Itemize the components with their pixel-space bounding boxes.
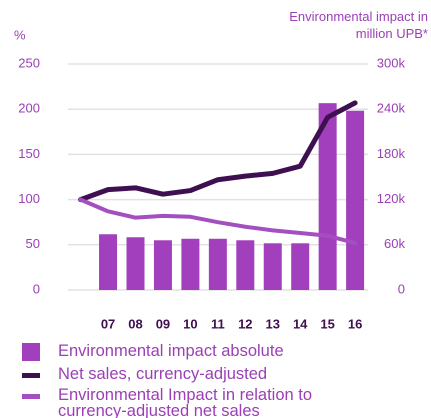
x-tick-label: 08 (128, 316, 142, 331)
bar (291, 243, 310, 290)
bar (346, 110, 365, 290)
bar (236, 240, 255, 290)
bar (153, 240, 172, 290)
bar (181, 238, 200, 290)
y2-axis-title: Environmental impact in million UPB* (289, 9, 428, 41)
legend-item: Environmental impact absolute (22, 343, 322, 361)
x-tick-label: 15 (320, 316, 334, 331)
x-tick-label: 07 (101, 316, 115, 331)
legend-swatch (22, 343, 40, 361)
y2-tick-label: 60k (384, 236, 405, 251)
x-tick-label: 13 (266, 316, 280, 331)
legend-swatch (22, 373, 40, 378)
bar (318, 103, 337, 290)
legend: Environmental impact absolute Net sales, … (22, 343, 322, 418)
legend-swatch (22, 394, 40, 399)
legend-item: Environmental Impact in relation to curr… (22, 387, 322, 418)
x-tick-label: 11 (211, 316, 225, 331)
y2-tick-label: 120k (377, 191, 406, 206)
y-tick-label: 150 (18, 146, 40, 161)
y2-axis-title-box: Environmental impact in million UPB* (289, 9, 428, 41)
y2-tick-label: 0 (398, 281, 405, 296)
x-tick-label: 09 (156, 316, 170, 331)
y-tick-label: 250 (18, 55, 40, 70)
x-tick-label: 10 (183, 316, 197, 331)
chart: % Environmental impact in million UPB* 0… (14, 9, 428, 331)
legend-label: Environmental Impact in relation to curr… (58, 386, 313, 418)
y-tick-label: 200 (18, 101, 40, 116)
y2-tick-label: 240k (377, 101, 406, 116)
legend-label: Environmental impact absolute (58, 342, 284, 360)
bar (126, 237, 145, 290)
x-tick-label: 16 (348, 316, 362, 331)
x-tick-label: 12 (238, 316, 252, 331)
bar (263, 243, 282, 290)
legend-label: Net sales, currency-adjusted (58, 365, 268, 383)
bar (208, 238, 227, 290)
legend-item: Net sales, currency-adjusted (22, 366, 322, 382)
y-axis-title: % (14, 27, 26, 42)
bar (99, 234, 118, 290)
line (78, 197, 358, 245)
y-tick-label: 100 (18, 191, 40, 206)
y2-tick-label: 180k (377, 146, 406, 161)
line (78, 100, 358, 203)
y-tick-label: 0 (33, 281, 40, 296)
x-tick-label: 14 (293, 316, 308, 331)
y-tick-label: 50 (26, 236, 40, 251)
y2-tick-label: 300k (377, 55, 406, 70)
